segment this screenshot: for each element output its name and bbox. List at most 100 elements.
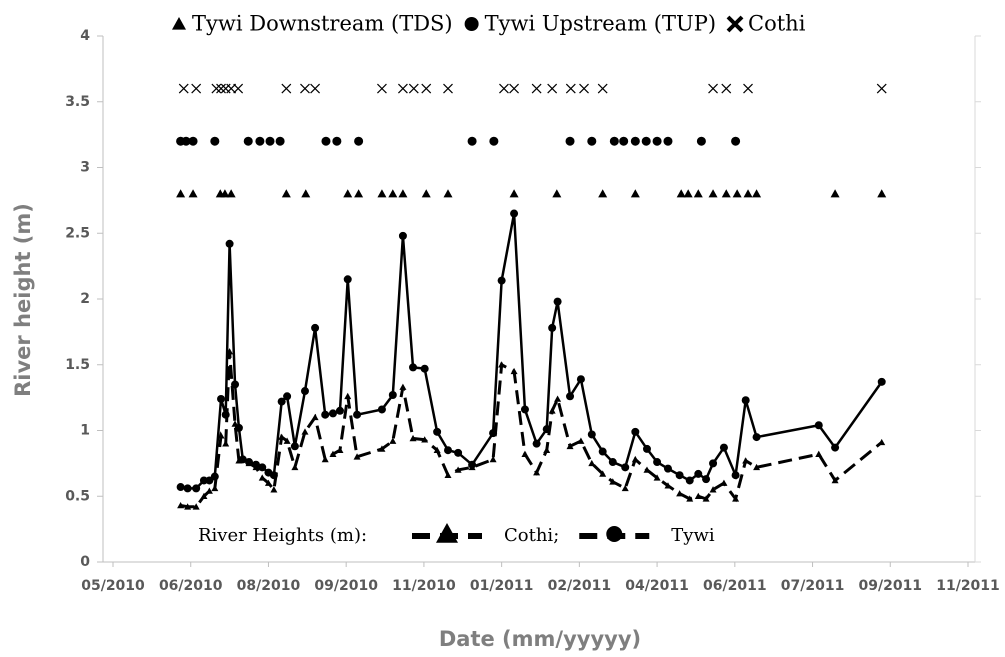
x-tick-label: 07/2011 xyxy=(781,578,845,594)
point xyxy=(752,189,762,198)
point xyxy=(552,189,562,198)
point xyxy=(444,446,453,455)
x-tick-label: 11/2010 xyxy=(392,578,456,594)
point xyxy=(565,136,575,146)
point xyxy=(433,427,442,436)
point xyxy=(510,367,518,375)
point xyxy=(181,136,191,146)
point xyxy=(269,471,278,480)
point xyxy=(290,442,299,451)
point xyxy=(192,503,200,510)
point xyxy=(188,136,198,146)
point xyxy=(264,479,272,486)
point xyxy=(489,136,499,146)
y-axis-title: River height (m) xyxy=(11,203,35,397)
point xyxy=(421,189,431,198)
point xyxy=(221,410,230,419)
point xyxy=(184,503,192,510)
point xyxy=(621,463,630,472)
point xyxy=(234,423,243,432)
point xyxy=(685,476,694,485)
point xyxy=(399,383,407,390)
point xyxy=(176,189,186,198)
legend-label: Tywi Upstream (TUP) xyxy=(485,12,716,36)
point xyxy=(565,83,576,94)
point xyxy=(721,189,731,198)
point xyxy=(653,474,661,481)
legend-marker xyxy=(606,526,623,542)
point xyxy=(498,361,506,368)
point xyxy=(409,363,418,372)
point xyxy=(388,189,398,198)
point xyxy=(708,189,718,198)
point xyxy=(354,136,364,146)
point xyxy=(329,450,337,457)
point xyxy=(281,83,292,94)
point xyxy=(210,472,219,481)
point xyxy=(277,397,286,406)
y-tick-label: 1.5 xyxy=(65,357,90,373)
point xyxy=(752,433,761,442)
point xyxy=(686,495,694,502)
point xyxy=(245,458,254,467)
point xyxy=(708,83,718,94)
point xyxy=(532,439,541,448)
point xyxy=(830,189,840,198)
x-tick-label: 02/2011 xyxy=(548,578,612,594)
point xyxy=(275,136,285,146)
y-tick-label: 2 xyxy=(80,291,90,307)
legend-marker xyxy=(436,523,458,543)
point xyxy=(630,136,640,146)
point xyxy=(377,189,387,198)
x-tick-label: 06/2010 xyxy=(159,578,223,594)
point xyxy=(732,189,742,198)
point xyxy=(310,83,321,94)
point xyxy=(683,189,693,198)
point xyxy=(630,189,640,198)
point xyxy=(621,484,629,492)
legend-label: Cothi; xyxy=(504,525,559,546)
point xyxy=(183,484,192,493)
point xyxy=(814,421,823,430)
point xyxy=(216,83,226,94)
point xyxy=(743,83,753,94)
point xyxy=(332,136,342,146)
point xyxy=(731,471,740,480)
point xyxy=(566,442,574,450)
point xyxy=(702,495,710,502)
point xyxy=(520,405,529,414)
point xyxy=(741,396,750,405)
legend-marker xyxy=(172,17,186,30)
point xyxy=(281,189,291,198)
point xyxy=(283,437,291,444)
point xyxy=(443,83,453,94)
point xyxy=(343,189,353,198)
point xyxy=(398,189,408,198)
y-tick-label: 1 xyxy=(80,423,90,439)
point xyxy=(191,83,202,94)
point xyxy=(696,136,706,146)
point xyxy=(353,410,362,419)
point xyxy=(192,484,201,493)
point xyxy=(291,463,299,471)
point xyxy=(443,189,453,198)
point xyxy=(609,136,619,146)
legend-marker xyxy=(726,15,744,33)
point xyxy=(877,377,886,386)
point xyxy=(258,463,267,472)
point xyxy=(576,375,585,384)
x-tick-label: 11/2011 xyxy=(936,578,1000,594)
point xyxy=(210,136,220,146)
point xyxy=(664,482,672,489)
point xyxy=(454,448,463,457)
point xyxy=(693,189,703,198)
point xyxy=(509,83,519,94)
point xyxy=(200,492,208,500)
point xyxy=(300,387,309,396)
point xyxy=(321,410,330,419)
point xyxy=(397,83,408,94)
point xyxy=(270,486,278,493)
point xyxy=(265,136,275,146)
point xyxy=(243,136,253,146)
point xyxy=(597,83,608,94)
